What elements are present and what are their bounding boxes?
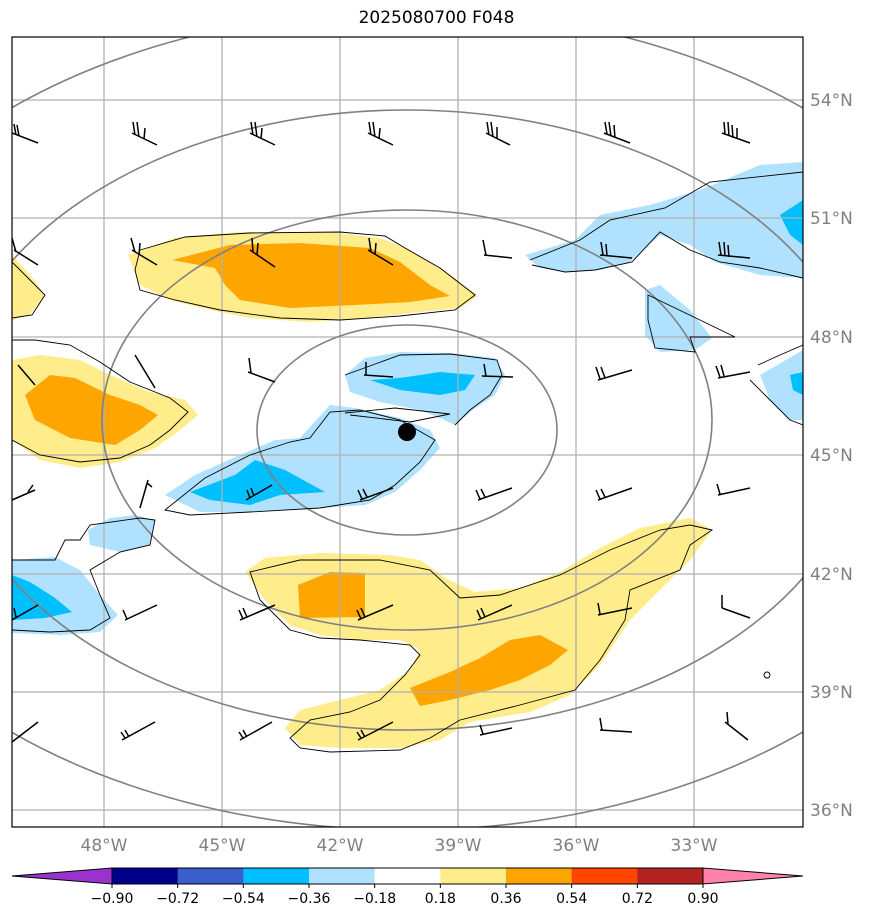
map-frame bbox=[11, 36, 804, 828]
field-fill bbox=[12, 162, 803, 748]
colorbar-segment bbox=[177, 868, 244, 884]
colorbar-tick-label: 0.72 bbox=[622, 891, 653, 907]
colorbar-tick-label: 0.90 bbox=[687, 891, 718, 907]
range-circles bbox=[12, 37, 803, 827]
lat-label-45: 45°N bbox=[810, 446, 853, 466]
colorbar-segment bbox=[440, 868, 507, 884]
colorbar-tick-label: −0.72 bbox=[156, 891, 199, 907]
colorbar-segment bbox=[506, 868, 573, 884]
lat-label-54: 54°N bbox=[810, 91, 853, 111]
storm-center-marker bbox=[398, 423, 416, 441]
colorbar-tick-label: 0.36 bbox=[490, 891, 521, 907]
lon-label-39w: 39°W bbox=[435, 836, 482, 856]
colorbar-tick-label: −0.90 bbox=[91, 891, 134, 907]
longitude-labels: 48°W 45°W 42°W 39°W 36°W 33°W bbox=[81, 836, 718, 856]
colorbar-frame bbox=[111, 867, 704, 885]
lat-label-42: 42°N bbox=[810, 565, 853, 585]
colorbar-segment bbox=[112, 868, 179, 884]
lat-label-36: 36°N bbox=[810, 801, 853, 821]
gridlines bbox=[12, 37, 803, 827]
colorbar: −0.90 −0.72 −0.54 −0.36 −0.18 0.18 0.36 0.54 0.7… bbox=[11, 867, 804, 907]
lon-label-33w: 33°W bbox=[671, 836, 718, 856]
colorbar-extend-high bbox=[702, 867, 804, 885]
latitude-labels: 54°N 51°N 48°N 45°N 42°N 39°N 36°N bbox=[810, 91, 853, 821]
colorbar-tick-label: 0.54 bbox=[556, 891, 587, 907]
map-title: 2025080700 F048 bbox=[358, 8, 515, 28]
colorbar-tick-label: −0.18 bbox=[353, 891, 396, 907]
colorbar-segment bbox=[374, 868, 441, 884]
colorbar-tick-label: −0.36 bbox=[288, 891, 331, 907]
contour-lines bbox=[12, 171, 803, 753]
colorbar-segment bbox=[243, 868, 310, 884]
colorbar-segment bbox=[571, 868, 638, 884]
map-area bbox=[12, 37, 803, 827]
colorbar-tick-label: −0.54 bbox=[222, 891, 265, 907]
lon-label-42w: 42°W bbox=[317, 836, 364, 856]
colorbar-extend-low bbox=[11, 867, 113, 885]
colorbar-segment bbox=[637, 868, 704, 884]
lon-label-45w: 45°W bbox=[199, 836, 246, 856]
colorbar-segment bbox=[309, 868, 376, 884]
lat-label-39: 39°N bbox=[810, 683, 853, 703]
lat-label-51: 51°N bbox=[810, 209, 853, 229]
lon-label-36w: 36°W bbox=[553, 836, 600, 856]
wind-barbs bbox=[12, 121, 751, 743]
lat-label-48: 48°N bbox=[810, 328, 853, 348]
lon-label-48w: 48°W bbox=[81, 836, 128, 856]
colorbar-tick-label: 0.18 bbox=[425, 891, 456, 907]
